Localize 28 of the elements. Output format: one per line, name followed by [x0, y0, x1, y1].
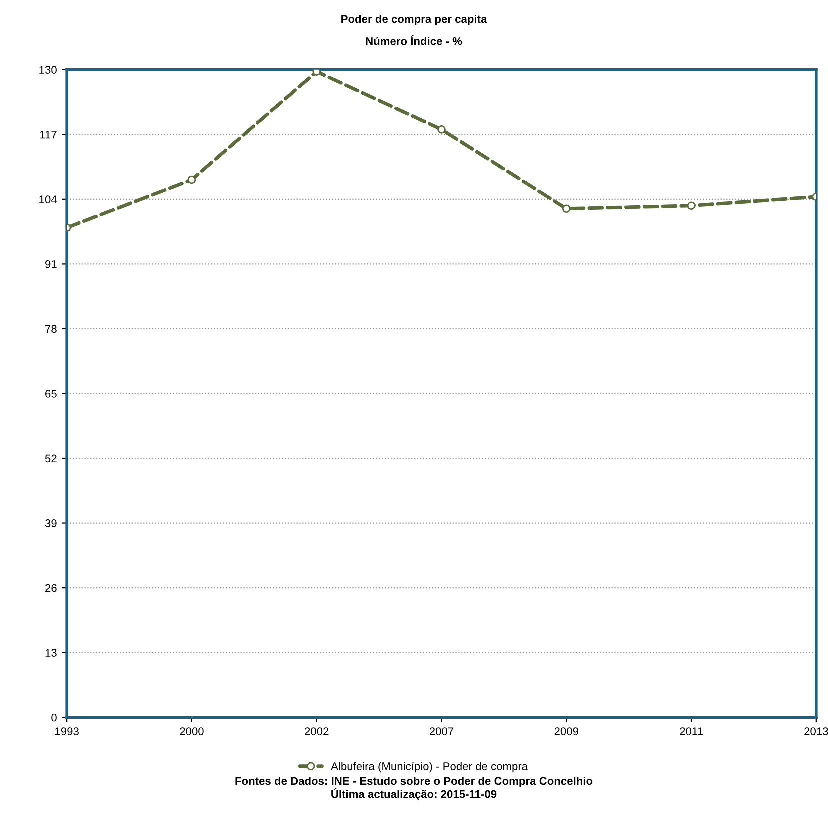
x-tick-label: 2013 — [804, 728, 828, 736]
y-tick-label: 104 — [40, 196, 58, 204]
y-tick-label: 39 — [45, 520, 57, 528]
text: Fontes de Dados: INE - Estudo sobre o Poder de Compra Concelhio — [236, 776, 593, 788]
y-tick-label: 52 — [45, 454, 57, 463]
point — [687, 202, 696, 210]
y-tick-label: 65 — [46, 390, 57, 398]
x-tick-label: 2011 — [680, 728, 703, 736]
legend-label: Albufeira (Município) - Poder de compra — [331, 762, 528, 773]
y-tick-label: 0 — [52, 714, 57, 722]
y-tick-label: 26 — [46, 584, 57, 592]
y-tick-label: 13 — [46, 649, 57, 657]
y-tick-label: 78 — [46, 325, 57, 334]
chart-title: Poder de compra per capita — [342, 14, 488, 26]
point — [562, 204, 571, 214]
x-tick-label: 2007 — [430, 728, 454, 736]
y-tick-label: 91 — [46, 260, 57, 268]
y-tick-label: 117 — [40, 131, 57, 139]
point — [312, 70, 322, 76]
text: Última actualização: 2015-11-09 — [332, 788, 497, 800]
x-tick-label: 2002 — [305, 728, 329, 736]
x-tick-label: 2009 — [554, 728, 578, 736]
point — [188, 176, 196, 184]
y-tick-label: 130 — [40, 66, 57, 74]
chart-subtitle: Número Índice - % — [366, 35, 462, 46]
x-tick-label: 2000 — [180, 728, 204, 736]
x-tick-label: 1993 — [56, 728, 79, 736]
point — [438, 125, 446, 134]
